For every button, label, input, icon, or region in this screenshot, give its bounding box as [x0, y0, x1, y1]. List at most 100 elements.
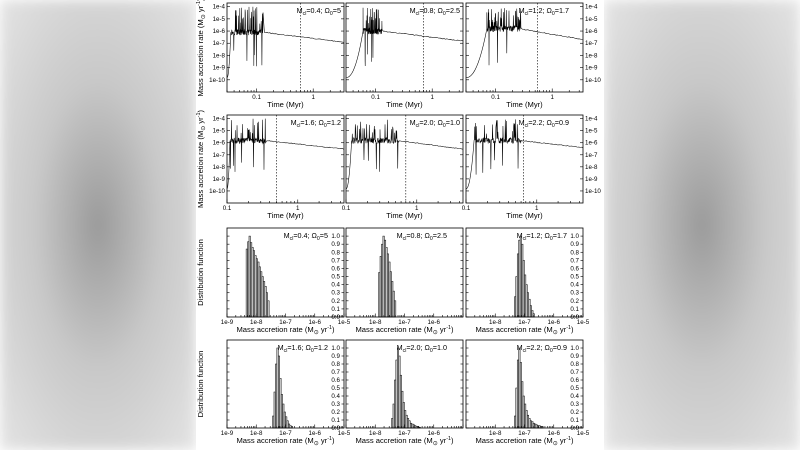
- y-tick-label: 1e-5: [585, 128, 598, 135]
- panel-hist-1: 1e-9 1e-8 1e-7 1e-6 1e-50.00.10.20.30.40.5 0.…: [196, 227, 351, 336]
- y-tick-label: 1e-8: [213, 52, 226, 59]
- y-tick-label: 0.8: [570, 361, 579, 368]
- x-tick-label: 0.1: [223, 205, 232, 212]
- x-tick-label: 0.1: [491, 94, 500, 101]
- y-tick-label: 0.4: [570, 393, 579, 400]
- x-tick-label: 1e-8: [369, 430, 382, 437]
- y-tick-label: 0.9: [570, 241, 579, 248]
- panel-time-6: 0.1 1 1e-4 1e-5 1e-6 1e-7 1e-8 1e-9 1e-10 Time (M…: [462, 114, 601, 220]
- x-axis-label: Time (Myr): [386, 211, 423, 220]
- x-tick-label: 1e-8: [250, 319, 263, 326]
- x-tick-label: 1: [415, 205, 419, 212]
- y-tick-label: 1e-10: [585, 188, 601, 195]
- y-tick-label: 0.9: [331, 241, 340, 248]
- y-axis-label: Mass accretion rate (M⊙ yr-1): [196, 110, 207, 209]
- panel-label: Mcl=0.4; Ω0=5: [297, 6, 341, 17]
- y-axis-label: Mass accretion rate (M⊙ yr-1): [196, 0, 207, 97]
- y-tick-label: 0.0: [570, 314, 579, 321]
- plot-frame: [226, 114, 345, 204]
- y-tick-label: 0.5: [570, 385, 579, 392]
- x-tick-label: 1e-8: [369, 319, 382, 326]
- y-tick-label: 0.1: [331, 306, 340, 313]
- y-tick-label: 1e-9: [213, 176, 226, 183]
- y-tick-label: 0.4: [570, 282, 579, 289]
- panel-time-4: 0.1 1 1e-4 1e-5 1e-6 1e-7 1e-8 1e-9 1e-10 Time (M…: [196, 110, 345, 220]
- y-tick-label: 0.2: [331, 298, 340, 305]
- accretion-rate-series: [226, 118, 345, 190]
- x-tick-label: 1: [296, 205, 300, 212]
- x-tick-label: 0.1: [252, 94, 261, 101]
- x-axis-label: Mass accretion rate (M⊙ yr-1): [475, 325, 574, 336]
- y-tick-label: 0.4: [331, 282, 340, 289]
- y-tick-label: 0.2: [331, 409, 340, 416]
- y-tick-label: 1e-4: [213, 116, 226, 123]
- x-axis-label: Mass accretion rate (M⊙ yr-1): [236, 325, 335, 336]
- y-tick-label: 0.3: [570, 290, 579, 297]
- panel-label: Mcl=0.4; Ω0=5: [284, 231, 328, 242]
- y-tick-label: 0.5: [331, 385, 340, 392]
- y-tick-label: 0.3: [331, 401, 340, 408]
- panel-time-2: 0.1 1 Time (Myr) Mcl=0.8; Ω0=2.5: [345, 2, 464, 109]
- y-tick-label: 0.4: [331, 393, 340, 400]
- x-tick-label: 1e-9: [221, 430, 234, 437]
- panel-label: Mcl=2.0; Ω0=1.0: [410, 118, 460, 129]
- y-tick-label: 0.7: [331, 369, 340, 376]
- x-axis-label: Mass accretion rate (M⊙ yr-1): [355, 436, 454, 447]
- panel-label: Mcl=0.8; Ω0=2.5: [410, 6, 460, 17]
- x-axis-label: Time (Myr): [506, 211, 543, 220]
- y-tick-label: 0.5: [331, 274, 340, 281]
- y-tick-label: 1.0: [570, 345, 579, 352]
- x-tick-label: 1e-8: [489, 319, 502, 326]
- panel-label: Mcl=2.0; Ω0=1.0: [397, 343, 447, 354]
- panel-label: Mcl=1.6; Ω0=1.2: [278, 343, 328, 354]
- y-tick-label: 1e-7: [585, 152, 598, 159]
- y-axis-label: Distribution function: [196, 351, 205, 418]
- panel-label: Mcl=1.2; Ω0=1.7: [519, 6, 569, 17]
- y-tick-label: 0.6: [331, 265, 340, 272]
- y-tick-label: 1e-8: [585, 164, 598, 171]
- x-tick-label: 1e-5: [577, 319, 590, 326]
- y-tick-label: 1e-9: [585, 65, 598, 72]
- x-tick-label: 1e-6: [548, 319, 561, 326]
- x-tick-label: 1: [430, 94, 434, 101]
- y-tick-label: 0.6: [331, 377, 340, 384]
- y-tick-label: 1e-6: [213, 140, 226, 147]
- x-tick-label: 1e-9: [221, 319, 234, 326]
- y-tick-label: 1.0: [331, 345, 340, 352]
- panel-label: Mcl=2.2; Ω0=0.9: [519, 118, 569, 129]
- y-tick-label: 1e-4: [585, 4, 598, 11]
- y-tick-label: 0.3: [331, 290, 340, 297]
- x-axis-label: Mass accretion rate (M⊙ yr-1): [236, 436, 335, 447]
- y-tick-label: 0.9: [570, 353, 579, 360]
- x-tick-label: 1e-7: [279, 430, 292, 437]
- panel-label: Mcl=1.6; Ω0=1.2: [291, 118, 341, 129]
- panel-time-1: 0.1 1 1e-4 1e-5 1e-6 1e-7 1e-8 1e-9 1e-10 Time (M…: [196, 0, 345, 109]
- x-axis-label: Mass accretion rate (M⊙ yr-1): [475, 436, 574, 447]
- x-axis-label: Time (Myr): [267, 211, 304, 220]
- blurred-backdrop-right: [604, 0, 800, 450]
- y-tick-label: 0.7: [570, 369, 579, 376]
- y-tick-label: 0.0: [331, 425, 340, 432]
- histogram-bar: [267, 300, 270, 318]
- panel-label: Mcl=1.2; Ω0=1.7: [517, 231, 567, 242]
- y-tick-label: 1e-8: [585, 52, 598, 59]
- y-tick-label: 1e-8: [213, 164, 226, 171]
- plot-frame: [465, 2, 584, 93]
- y-tick-label: 1e-6: [585, 28, 598, 35]
- x-tick-label: 1e-5: [338, 319, 351, 326]
- y-tick-label: 0.0: [331, 314, 340, 321]
- panel-label: Mcl=0.8; Ω0=2.5: [397, 231, 447, 242]
- x-axis-label: Time (Myr): [267, 100, 304, 109]
- histogram-bar: [394, 300, 397, 318]
- x-tick-label: 1: [550, 94, 554, 101]
- figure-panel-grid: 0.1 1 1e-4 1e-5 1e-6 1e-7 1e-8 1e-9 1e-10 Time (M…: [196, 0, 604, 450]
- x-axis-label: Time (Myr): [386, 100, 423, 109]
- x-tick-label: 1e-7: [518, 319, 531, 326]
- y-tick-label: 1e-7: [585, 40, 598, 47]
- y-tick-label: 0.1: [570, 417, 579, 424]
- y-tick-label: 1e-9: [585, 176, 598, 183]
- y-tick-label: 0.6: [570, 377, 579, 384]
- x-tick-label: 1e-6: [428, 430, 441, 437]
